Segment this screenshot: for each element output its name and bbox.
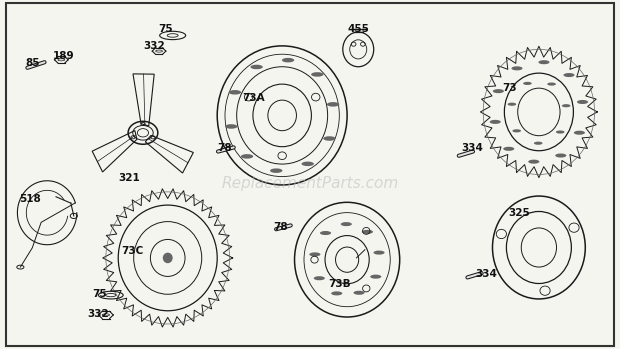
Text: 518: 518 [19, 194, 41, 204]
Text: 78: 78 [217, 143, 232, 154]
Ellipse shape [370, 275, 381, 279]
Ellipse shape [341, 222, 352, 226]
Ellipse shape [301, 162, 314, 166]
Ellipse shape [556, 131, 565, 134]
Ellipse shape [270, 169, 283, 173]
Ellipse shape [353, 291, 365, 295]
Ellipse shape [282, 58, 294, 62]
Text: 332: 332 [143, 41, 165, 51]
Ellipse shape [241, 154, 253, 159]
Ellipse shape [547, 82, 556, 86]
Ellipse shape [512, 66, 523, 70]
Ellipse shape [250, 65, 263, 69]
Ellipse shape [528, 159, 539, 164]
Ellipse shape [229, 90, 241, 95]
Ellipse shape [556, 154, 566, 157]
Text: 332: 332 [87, 309, 109, 319]
Ellipse shape [327, 102, 339, 106]
Ellipse shape [562, 104, 570, 107]
Text: 75: 75 [92, 289, 107, 299]
Ellipse shape [538, 60, 549, 64]
Ellipse shape [311, 72, 324, 77]
Text: 75: 75 [159, 23, 173, 34]
Ellipse shape [523, 82, 532, 85]
Text: 85: 85 [25, 58, 40, 68]
Text: 334: 334 [476, 269, 498, 279]
Ellipse shape [508, 103, 516, 106]
Text: 455: 455 [347, 23, 369, 34]
Ellipse shape [373, 251, 384, 255]
Ellipse shape [320, 231, 331, 235]
Ellipse shape [323, 136, 335, 141]
Text: 73B: 73B [329, 279, 351, 289]
Ellipse shape [309, 252, 321, 257]
Text: 73C: 73C [122, 246, 144, 256]
Ellipse shape [503, 147, 515, 151]
Text: 73: 73 [502, 83, 516, 92]
Ellipse shape [331, 291, 342, 295]
Text: ReplacementParts.com: ReplacementParts.com [221, 176, 399, 191]
Ellipse shape [225, 124, 237, 129]
Text: 189: 189 [53, 51, 75, 61]
Ellipse shape [512, 129, 521, 132]
Ellipse shape [163, 253, 172, 263]
Ellipse shape [314, 276, 325, 280]
Text: 321: 321 [118, 173, 140, 183]
Ellipse shape [362, 230, 373, 234]
Ellipse shape [577, 100, 588, 104]
Ellipse shape [574, 131, 585, 135]
Text: 325: 325 [508, 208, 529, 218]
Text: 73A: 73A [242, 93, 265, 103]
Ellipse shape [564, 73, 575, 77]
Ellipse shape [534, 142, 542, 145]
Ellipse shape [490, 120, 501, 124]
Text: 78: 78 [273, 222, 288, 232]
Text: 334: 334 [461, 143, 484, 154]
Ellipse shape [493, 89, 504, 93]
